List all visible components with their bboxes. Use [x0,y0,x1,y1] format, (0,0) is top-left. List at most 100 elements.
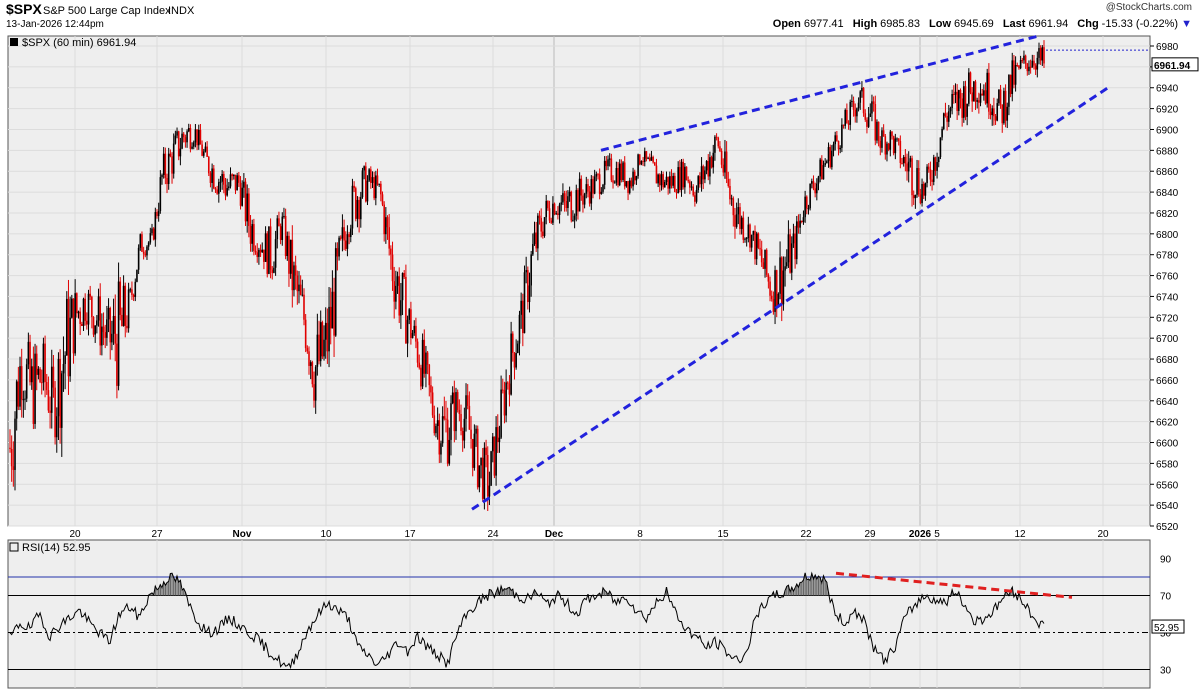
candle-body [827,147,830,162]
candle-body [927,166,930,170]
candle-body [934,157,937,171]
candle-body [1034,65,1037,70]
candle-body [383,204,385,235]
candle-body [112,315,115,334]
candle-body [607,159,609,167]
candle-body [436,420,439,427]
candle-body [730,198,733,200]
candle-body [116,343,118,386]
candle-body [846,109,848,124]
candle-body [533,232,536,245]
candle-body [674,175,676,193]
candle-body [50,366,53,413]
last-price-label: 6961.94 [1154,61,1191,72]
candle-body [261,249,264,253]
candle-body [57,358,60,417]
candle-body [493,436,496,476]
candle-body [74,293,76,354]
candle-body [24,398,26,400]
candle-body [259,249,262,253]
candle-body [976,100,978,102]
candle-body [889,131,892,150]
candle-body [65,298,68,356]
candle-body [911,158,913,196]
candle-body [946,115,948,122]
candle-body [968,72,970,104]
rsi-value-box [1151,619,1185,634]
candle-body [876,121,878,141]
candle-body [266,233,269,274]
candle-body [27,341,30,365]
candle-body [1031,60,1034,68]
candle-body [102,326,105,333]
candle-body [466,395,469,406]
candle-body [172,143,175,174]
candle-body [319,322,322,362]
candle-body [557,213,559,216]
candle-body [592,179,594,194]
candle-body [637,154,639,177]
candle-body [19,366,21,407]
candle-body [978,100,980,103]
candle-body [445,418,447,420]
candle-body [9,447,11,449]
candle-body [625,181,628,187]
candle-body [303,294,305,320]
candle-body [214,188,217,190]
candle-body [598,174,601,194]
candle-body [1026,63,1029,72]
candle-body [313,384,315,401]
candle-body [954,91,957,95]
candle-body [844,109,847,126]
candle-body [1014,64,1017,85]
candle-body [702,166,705,180]
rsi-panel: 30 50 70 90 52.95 RSI(14) 52.95 [7,539,1185,689]
candle-body [184,137,187,143]
candle-body [476,428,479,488]
candle-body [35,353,38,375]
price-tick-label: 6820 [1156,209,1179,220]
candle-body [1018,65,1020,69]
candle-body [774,270,776,312]
candle-body [458,409,461,415]
candle-body [344,240,347,249]
candle-body [550,220,553,223]
candle-body [67,298,70,377]
candle-body [106,319,108,338]
candle-body [542,231,544,236]
candle-body [421,339,424,387]
candle-body [219,181,222,183]
candle-body [555,213,558,215]
candle-body [518,314,521,344]
candle-body [996,103,999,121]
candle-body [456,392,459,410]
candle-body [463,418,466,441]
candle-body [49,410,51,413]
candle-body [47,390,50,411]
brand-label: @StockCharts.com [1105,2,1192,13]
candle-body [947,111,950,122]
candle-body [931,179,933,182]
candle-body [448,439,451,464]
candle-body [917,168,920,195]
candle-body [664,181,666,188]
x-tick-label: 20 [1097,529,1109,540]
candle-body [228,186,230,189]
candle-body [547,200,549,209]
low-label: Low [929,18,951,30]
candle-body [42,343,45,383]
candle-body [420,367,422,387]
candle-body [104,332,107,338]
candle-body [568,191,571,197]
candle-body [81,323,83,326]
price-tick-label: 6560 [1156,480,1179,491]
candle-body [451,392,454,404]
candle-body [339,237,342,239]
candle-body [749,224,751,248]
candle-body [560,202,563,205]
candle-body [618,163,621,186]
candle-body [69,317,71,377]
candle-body [944,113,947,116]
candle-body [657,174,659,184]
candle-body [532,244,534,255]
